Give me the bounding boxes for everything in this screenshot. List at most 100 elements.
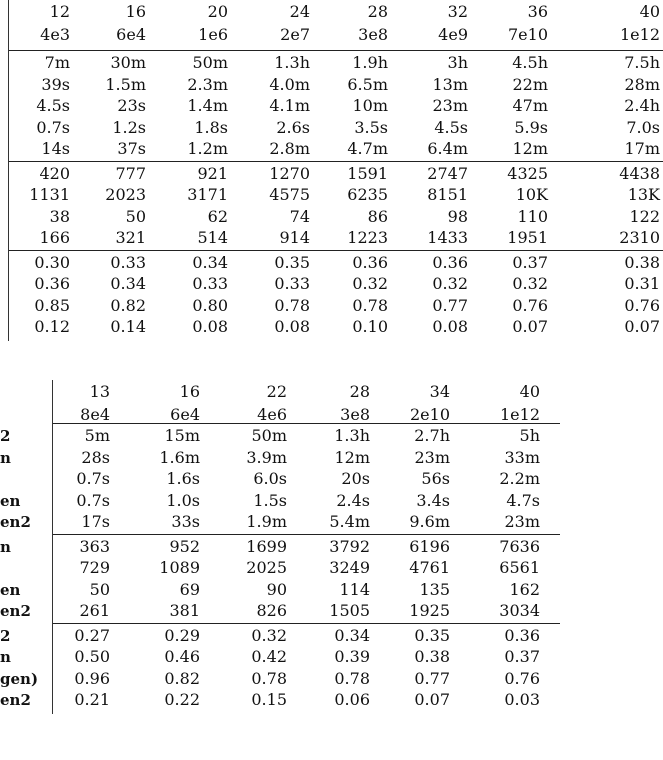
table-row: n 0.50 0.46 0.42 0.39 0.38 0.37: [0, 647, 560, 667]
table-cell: 4.5h: [512, 53, 548, 72]
table-cell: 0.27: [74, 625, 110, 645]
row-label: gen): [0, 669, 39, 688]
table-row: 4.5s 23s 1.4m 4.1m 10m 23m 47m 2.4h: [0, 96, 663, 116]
table-cell: 921: [197, 163, 228, 183]
table-cell: 98: [447, 206, 468, 226]
header-cell: 4e3: [40, 25, 70, 44]
table-cell: 23m: [414, 447, 450, 467]
table-cell: 20s: [341, 469, 370, 488]
table-cell: 321: [115, 228, 146, 247]
table-row: en 0.7s 1.0s 1.5s 2.4s 3.4s 4.7s: [0, 491, 560, 511]
header-cell: 7e10: [507, 25, 548, 44]
table-cell: 47m: [512, 96, 548, 115]
table-cell: 0.76: [624, 295, 660, 315]
header-row: 13 16 22 28 34 40: [0, 382, 560, 402]
table-cell: 0.14: [110, 317, 146, 336]
table-cell: 0.77: [414, 668, 450, 688]
table-cell: 0.35: [414, 625, 450, 645]
table-cell: 0.07: [512, 317, 548, 336]
table-cell: 4.0m: [269, 74, 310, 94]
table-cell: 3h: [447, 53, 468, 72]
table-cell: 1505: [329, 601, 370, 620]
table-cell: 1270: [269, 163, 310, 183]
table-cell: 2025: [246, 558, 287, 577]
table-cell: 0.29: [164, 625, 200, 645]
table-cell: 3.4s: [416, 490, 450, 510]
table-cell: 33m: [504, 447, 540, 467]
table-cell: 0.31: [624, 274, 660, 293]
table-cell: 0.34: [110, 274, 146, 293]
table-cell: 1223: [347, 228, 388, 247]
header-cell: 28: [349, 382, 370, 401]
table-cell: 4.7s: [506, 490, 540, 510]
table-cell: 420: [39, 163, 70, 183]
table-cell: 363: [79, 536, 110, 556]
group-divider: [52, 622, 560, 624]
table-cell: 0.7s: [36, 117, 70, 137]
table-cell: 162: [509, 579, 540, 599]
table-cell: 0.37: [512, 252, 548, 272]
table-cell: 135: [419, 579, 450, 599]
table-cell: 2.4h: [624, 96, 660, 115]
row-label: en: [0, 580, 21, 599]
header-cell: 2e7: [280, 25, 310, 44]
group-divider: [52, 423, 560, 424]
table-cell: 914: [279, 228, 310, 247]
table-cell: 6.0s: [253, 469, 287, 488]
table-cell: 4761: [409, 558, 450, 577]
table-cell: 0.07: [624, 317, 660, 336]
table-cell: 0.30: [34, 252, 70, 272]
table-cell: 261: [79, 601, 110, 620]
table-cell: 0.35: [274, 252, 310, 272]
table-cell: 0.36: [432, 252, 468, 272]
table-cell: 33s: [171, 512, 200, 531]
table-cell: 50: [125, 206, 146, 226]
table-cell: 23s: [117, 96, 146, 115]
table-cell: 30m: [110, 53, 146, 72]
table-cell: 50: [89, 579, 110, 599]
header-cell: 36: [527, 2, 548, 21]
header-cell: 40: [639, 2, 660, 21]
table-cell: 10m: [352, 96, 388, 115]
table-cell: 6561: [499, 558, 540, 577]
table-cell: 0.96: [74, 668, 110, 688]
group-divider: [8, 50, 663, 51]
group-divider: [52, 533, 560, 535]
row-label: n: [0, 648, 11, 666]
table-cell: 4.5s: [36, 96, 70, 115]
table-cell: 0.7s: [76, 490, 110, 510]
table-cell: 10K: [515, 185, 548, 204]
table-cell: 0.50: [74, 647, 110, 666]
header-cell: 40: [519, 382, 540, 401]
table-cell: 0.12: [34, 317, 70, 336]
row-label: 2: [0, 427, 11, 445]
table-cell: 17m: [624, 139, 660, 158]
table-cell: 0.34: [192, 252, 228, 272]
table-row: 0.7s 1.2s 1.8s 2.6s 3.5s 4.5s 5.9s 7.0s: [0, 118, 663, 138]
table-row: 1131 2023 3171 4575 6235 8151 10K 13K: [0, 185, 663, 205]
header-cell: 4e9: [438, 25, 468, 44]
table-cell: 62: [207, 206, 228, 226]
table-row: n 363 952 1699 3792 6196 7636: [0, 537, 560, 557]
left-rule: [52, 380, 53, 714]
header-cell: 4e6: [257, 405, 287, 424]
table-cell: 28s: [81, 447, 110, 467]
table-cell: 2.8m: [269, 139, 310, 158]
table-cell: 952: [169, 536, 200, 556]
table-cell: 1089: [159, 558, 200, 577]
row-label: en2: [0, 513, 31, 531]
table-cell: 56s: [421, 469, 450, 488]
table-cell: 7m: [44, 53, 70, 72]
header-cell: 1e6: [198, 25, 228, 44]
table-cell: 39s: [41, 74, 70, 94]
table-cell: 514: [197, 228, 228, 247]
header-cell: 16: [179, 382, 200, 401]
table-row: 14s 37s 1.2m 2.8m 4.7m 6.4m 12m 17m: [0, 139, 663, 159]
table-cell: 6.5m: [347, 74, 388, 94]
table-cell: 5.9s: [514, 117, 548, 137]
table-row: 2 0.27 0.29 0.32 0.34 0.35 0.36: [0, 626, 560, 646]
table-cell: 90: [266, 579, 287, 599]
header-cell: 8e4: [80, 405, 110, 424]
table-cell: 4438: [619, 163, 660, 183]
table-cell: 50m: [192, 53, 228, 72]
